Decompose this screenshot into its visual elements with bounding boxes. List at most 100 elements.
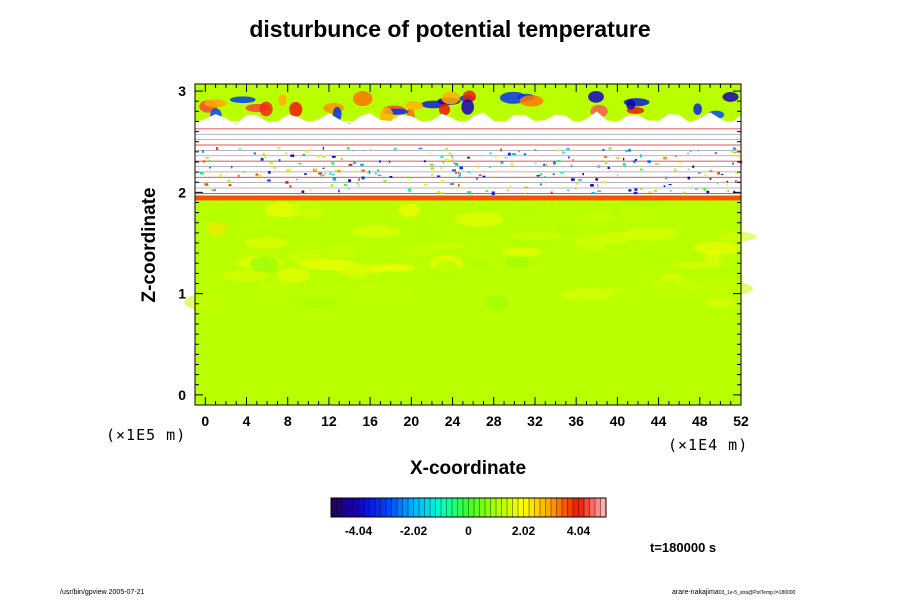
speckle (258, 179, 260, 182)
colorbar-cell (540, 498, 546, 517)
speckle (353, 170, 357, 173)
colorbar-cell (479, 498, 486, 517)
speckle (305, 149, 309, 153)
speckle (488, 166, 492, 168)
colorbar-cell (435, 498, 442, 517)
speckle (379, 160, 382, 163)
x-tick-label: 48 (692, 413, 708, 429)
speckle (697, 150, 699, 152)
field-patch (382, 264, 416, 272)
speckle (361, 169, 365, 172)
speckle (286, 169, 289, 172)
speckle (639, 168, 643, 171)
colorbar-cell (457, 498, 464, 517)
speckle (735, 171, 737, 174)
speckle (504, 157, 508, 159)
speckle (674, 155, 677, 157)
x-tick-label: 44 (651, 413, 667, 429)
field-patch (257, 280, 294, 291)
speckle (309, 188, 311, 192)
speckle (378, 174, 382, 176)
speckle (726, 180, 729, 183)
speckle (654, 163, 659, 165)
speckle (332, 177, 337, 181)
speckle (591, 191, 595, 194)
speckle (238, 148, 242, 150)
speckle (210, 187, 213, 190)
speckle (452, 169, 456, 172)
speckle (597, 190, 601, 192)
field-patch (291, 199, 320, 217)
speckle (257, 174, 262, 177)
speckle (560, 171, 565, 174)
speckle (663, 156, 667, 160)
colorbar-frame (330, 497, 607, 518)
colorbar-cell (474, 498, 480, 517)
speckle (528, 187, 530, 189)
colorbar-cell (391, 498, 398, 517)
upper-eddy (462, 90, 477, 103)
speckle (255, 173, 258, 176)
speckle (714, 152, 718, 154)
speckle (478, 174, 482, 176)
x-tick-label: 12 (321, 413, 337, 429)
speckle (733, 190, 736, 194)
speckle (491, 192, 495, 196)
footer-right: arare-nakajima03_1e-5_stra@PotTemp,t=180… (672, 589, 795, 596)
speckle (550, 191, 553, 195)
colorbar-cell (468, 498, 475, 517)
interface-band (195, 195, 741, 201)
colorbar-tick-label: 4.04 (567, 524, 591, 538)
speckle (566, 147, 570, 150)
speckle (211, 189, 215, 191)
speckle (329, 172, 332, 175)
field-patch (620, 199, 666, 206)
speckle (316, 154, 320, 157)
colorbar-cell (567, 498, 574, 517)
speckle (301, 190, 305, 193)
speckle (362, 150, 365, 152)
speckle (237, 174, 240, 177)
y-tick-label: 0 (178, 387, 186, 403)
speckle (298, 163, 302, 165)
field-patch (571, 287, 631, 295)
colorbar-cell (496, 498, 502, 517)
speckle (352, 149, 354, 152)
speckle (296, 178, 298, 181)
colorbar-cell (545, 498, 552, 517)
x-tick-label: 28 (486, 413, 502, 429)
speckle (442, 161, 445, 164)
speckle (260, 157, 264, 161)
speckle (440, 180, 444, 183)
x-axis-unit: (×1E4 m) (668, 436, 749, 454)
speckle (552, 173, 555, 175)
speckle (304, 173, 307, 175)
speckle (268, 170, 271, 174)
field-patch (646, 278, 678, 293)
footer-right-main: arare-nakajima (672, 589, 719, 596)
speckle (276, 147, 281, 149)
x-axis-label: X-coordinate (409, 458, 527, 479)
speckle (648, 191, 653, 193)
speckle (467, 171, 471, 173)
field-patch (276, 267, 310, 283)
upper-eddy (626, 99, 636, 110)
colorbar-cell (446, 498, 453, 517)
speckle (199, 172, 204, 175)
speckle (539, 183, 543, 186)
speckle (322, 167, 325, 170)
field-patch (202, 209, 243, 223)
speckle (604, 162, 606, 165)
speckle (273, 166, 276, 169)
speckle (292, 151, 294, 155)
speckle (687, 152, 689, 155)
upper-eddy (438, 103, 451, 116)
speckle (633, 191, 638, 195)
colorbar-cell (452, 498, 458, 517)
speckle (278, 158, 281, 162)
speckle (448, 152, 452, 155)
colorbar-cell (402, 498, 409, 517)
speckle (590, 184, 594, 187)
speckle (733, 151, 737, 154)
speckle (430, 173, 434, 176)
